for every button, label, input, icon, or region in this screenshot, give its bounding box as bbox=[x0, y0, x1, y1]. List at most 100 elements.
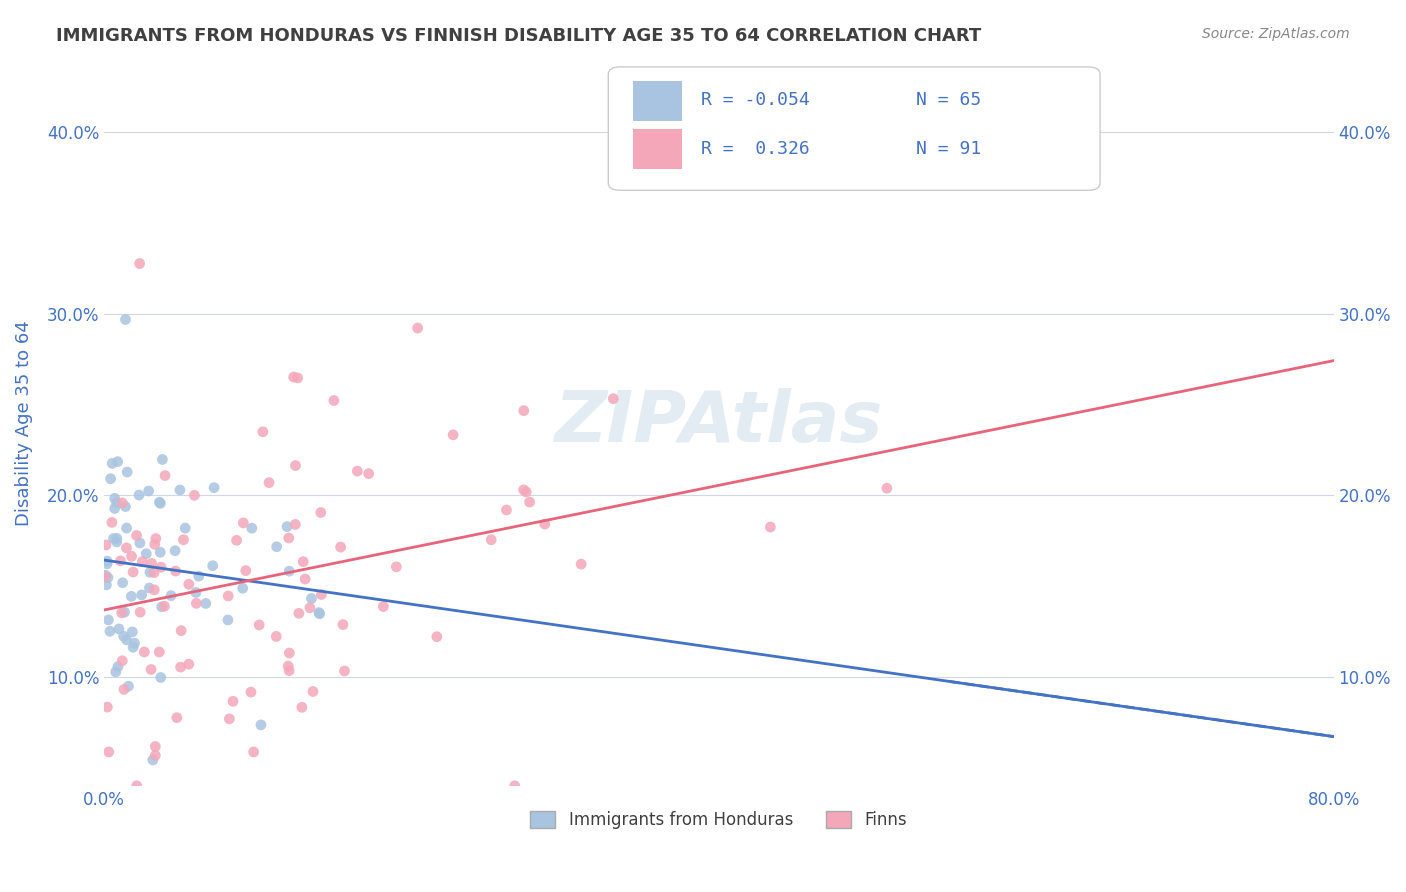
Legend: Immigrants from Honduras, Finns: Immigrants from Honduras, Finns bbox=[524, 804, 914, 836]
Point bbox=[166, 711, 188, 725]
Point bbox=[503, 779, 526, 793]
Point bbox=[441, 427, 464, 442]
Point bbox=[105, 496, 128, 510]
Point bbox=[115, 632, 138, 647]
Point bbox=[252, 425, 274, 439]
Point bbox=[309, 506, 332, 520]
Point bbox=[111, 575, 134, 590]
Point bbox=[94, 538, 117, 552]
Point bbox=[876, 481, 898, 495]
Point bbox=[138, 483, 160, 498]
FancyBboxPatch shape bbox=[609, 67, 1099, 190]
Point bbox=[153, 468, 176, 483]
Point bbox=[194, 597, 217, 611]
Point bbox=[519, 495, 541, 509]
Point bbox=[235, 564, 257, 578]
Point bbox=[294, 572, 316, 586]
Point bbox=[169, 483, 191, 497]
Point bbox=[240, 685, 263, 699]
Point bbox=[129, 536, 152, 550]
Point bbox=[128, 256, 150, 270]
Point bbox=[217, 589, 239, 603]
Point bbox=[134, 645, 156, 659]
Point bbox=[120, 590, 142, 604]
Point bbox=[97, 571, 120, 585]
Point bbox=[357, 467, 380, 481]
Point bbox=[277, 531, 299, 545]
Point bbox=[266, 540, 288, 554]
Point bbox=[104, 501, 127, 516]
Point bbox=[217, 613, 239, 627]
Point bbox=[150, 560, 173, 574]
Point bbox=[96, 554, 118, 568]
Point bbox=[302, 684, 325, 698]
Point bbox=[184, 585, 207, 599]
Point bbox=[187, 569, 209, 583]
Text: R =  0.326: R = 0.326 bbox=[700, 140, 810, 158]
Point bbox=[222, 694, 245, 708]
Point bbox=[278, 646, 301, 660]
Point bbox=[121, 624, 143, 639]
Point bbox=[165, 564, 187, 578]
Point bbox=[170, 624, 193, 638]
Point bbox=[114, 605, 136, 619]
Point bbox=[111, 606, 134, 620]
Point bbox=[373, 599, 395, 614]
Point bbox=[186, 596, 208, 610]
Point bbox=[152, 452, 174, 467]
Point bbox=[177, 577, 200, 591]
Point bbox=[114, 500, 136, 514]
Point bbox=[298, 600, 321, 615]
Point bbox=[131, 588, 153, 602]
Point bbox=[264, 629, 287, 643]
Point bbox=[257, 475, 280, 490]
Point bbox=[101, 516, 124, 530]
Point bbox=[112, 682, 135, 697]
Point bbox=[177, 657, 200, 672]
Point bbox=[201, 558, 224, 573]
Point bbox=[97, 745, 120, 759]
Point bbox=[143, 739, 166, 754]
Point bbox=[148, 495, 170, 509]
Point bbox=[247, 618, 270, 632]
Point bbox=[513, 403, 536, 417]
Point bbox=[97, 613, 120, 627]
Point bbox=[122, 565, 145, 579]
Point bbox=[385, 559, 408, 574]
Point bbox=[346, 464, 368, 478]
Point bbox=[122, 640, 145, 655]
Point bbox=[145, 532, 167, 546]
Point bbox=[160, 589, 183, 603]
Point bbox=[278, 664, 301, 678]
Point bbox=[139, 663, 162, 677]
Point bbox=[100, 472, 122, 486]
Point bbox=[103, 532, 125, 546]
Point bbox=[125, 528, 148, 542]
Point bbox=[225, 533, 247, 548]
Point bbox=[101, 457, 124, 471]
Point bbox=[129, 605, 152, 619]
Point bbox=[143, 566, 166, 580]
Point bbox=[115, 541, 138, 555]
Point bbox=[149, 670, 172, 684]
Point bbox=[202, 481, 225, 495]
Point bbox=[479, 533, 502, 547]
Point bbox=[110, 554, 132, 568]
Point bbox=[533, 517, 555, 532]
Point bbox=[115, 465, 138, 479]
Point bbox=[131, 555, 153, 569]
Point bbox=[111, 654, 134, 668]
Point bbox=[124, 636, 146, 650]
Point bbox=[292, 555, 315, 569]
Y-axis label: Disability Age 35 to 64: Disability Age 35 to 64 bbox=[15, 320, 32, 525]
Point bbox=[108, 622, 131, 636]
Point bbox=[322, 393, 344, 408]
Point bbox=[250, 718, 273, 732]
Point bbox=[143, 582, 166, 597]
Point bbox=[128, 488, 150, 502]
FancyBboxPatch shape bbox=[633, 128, 682, 169]
Point bbox=[121, 549, 143, 564]
Point bbox=[139, 566, 162, 580]
Point bbox=[153, 599, 176, 614]
Point bbox=[125, 779, 148, 793]
